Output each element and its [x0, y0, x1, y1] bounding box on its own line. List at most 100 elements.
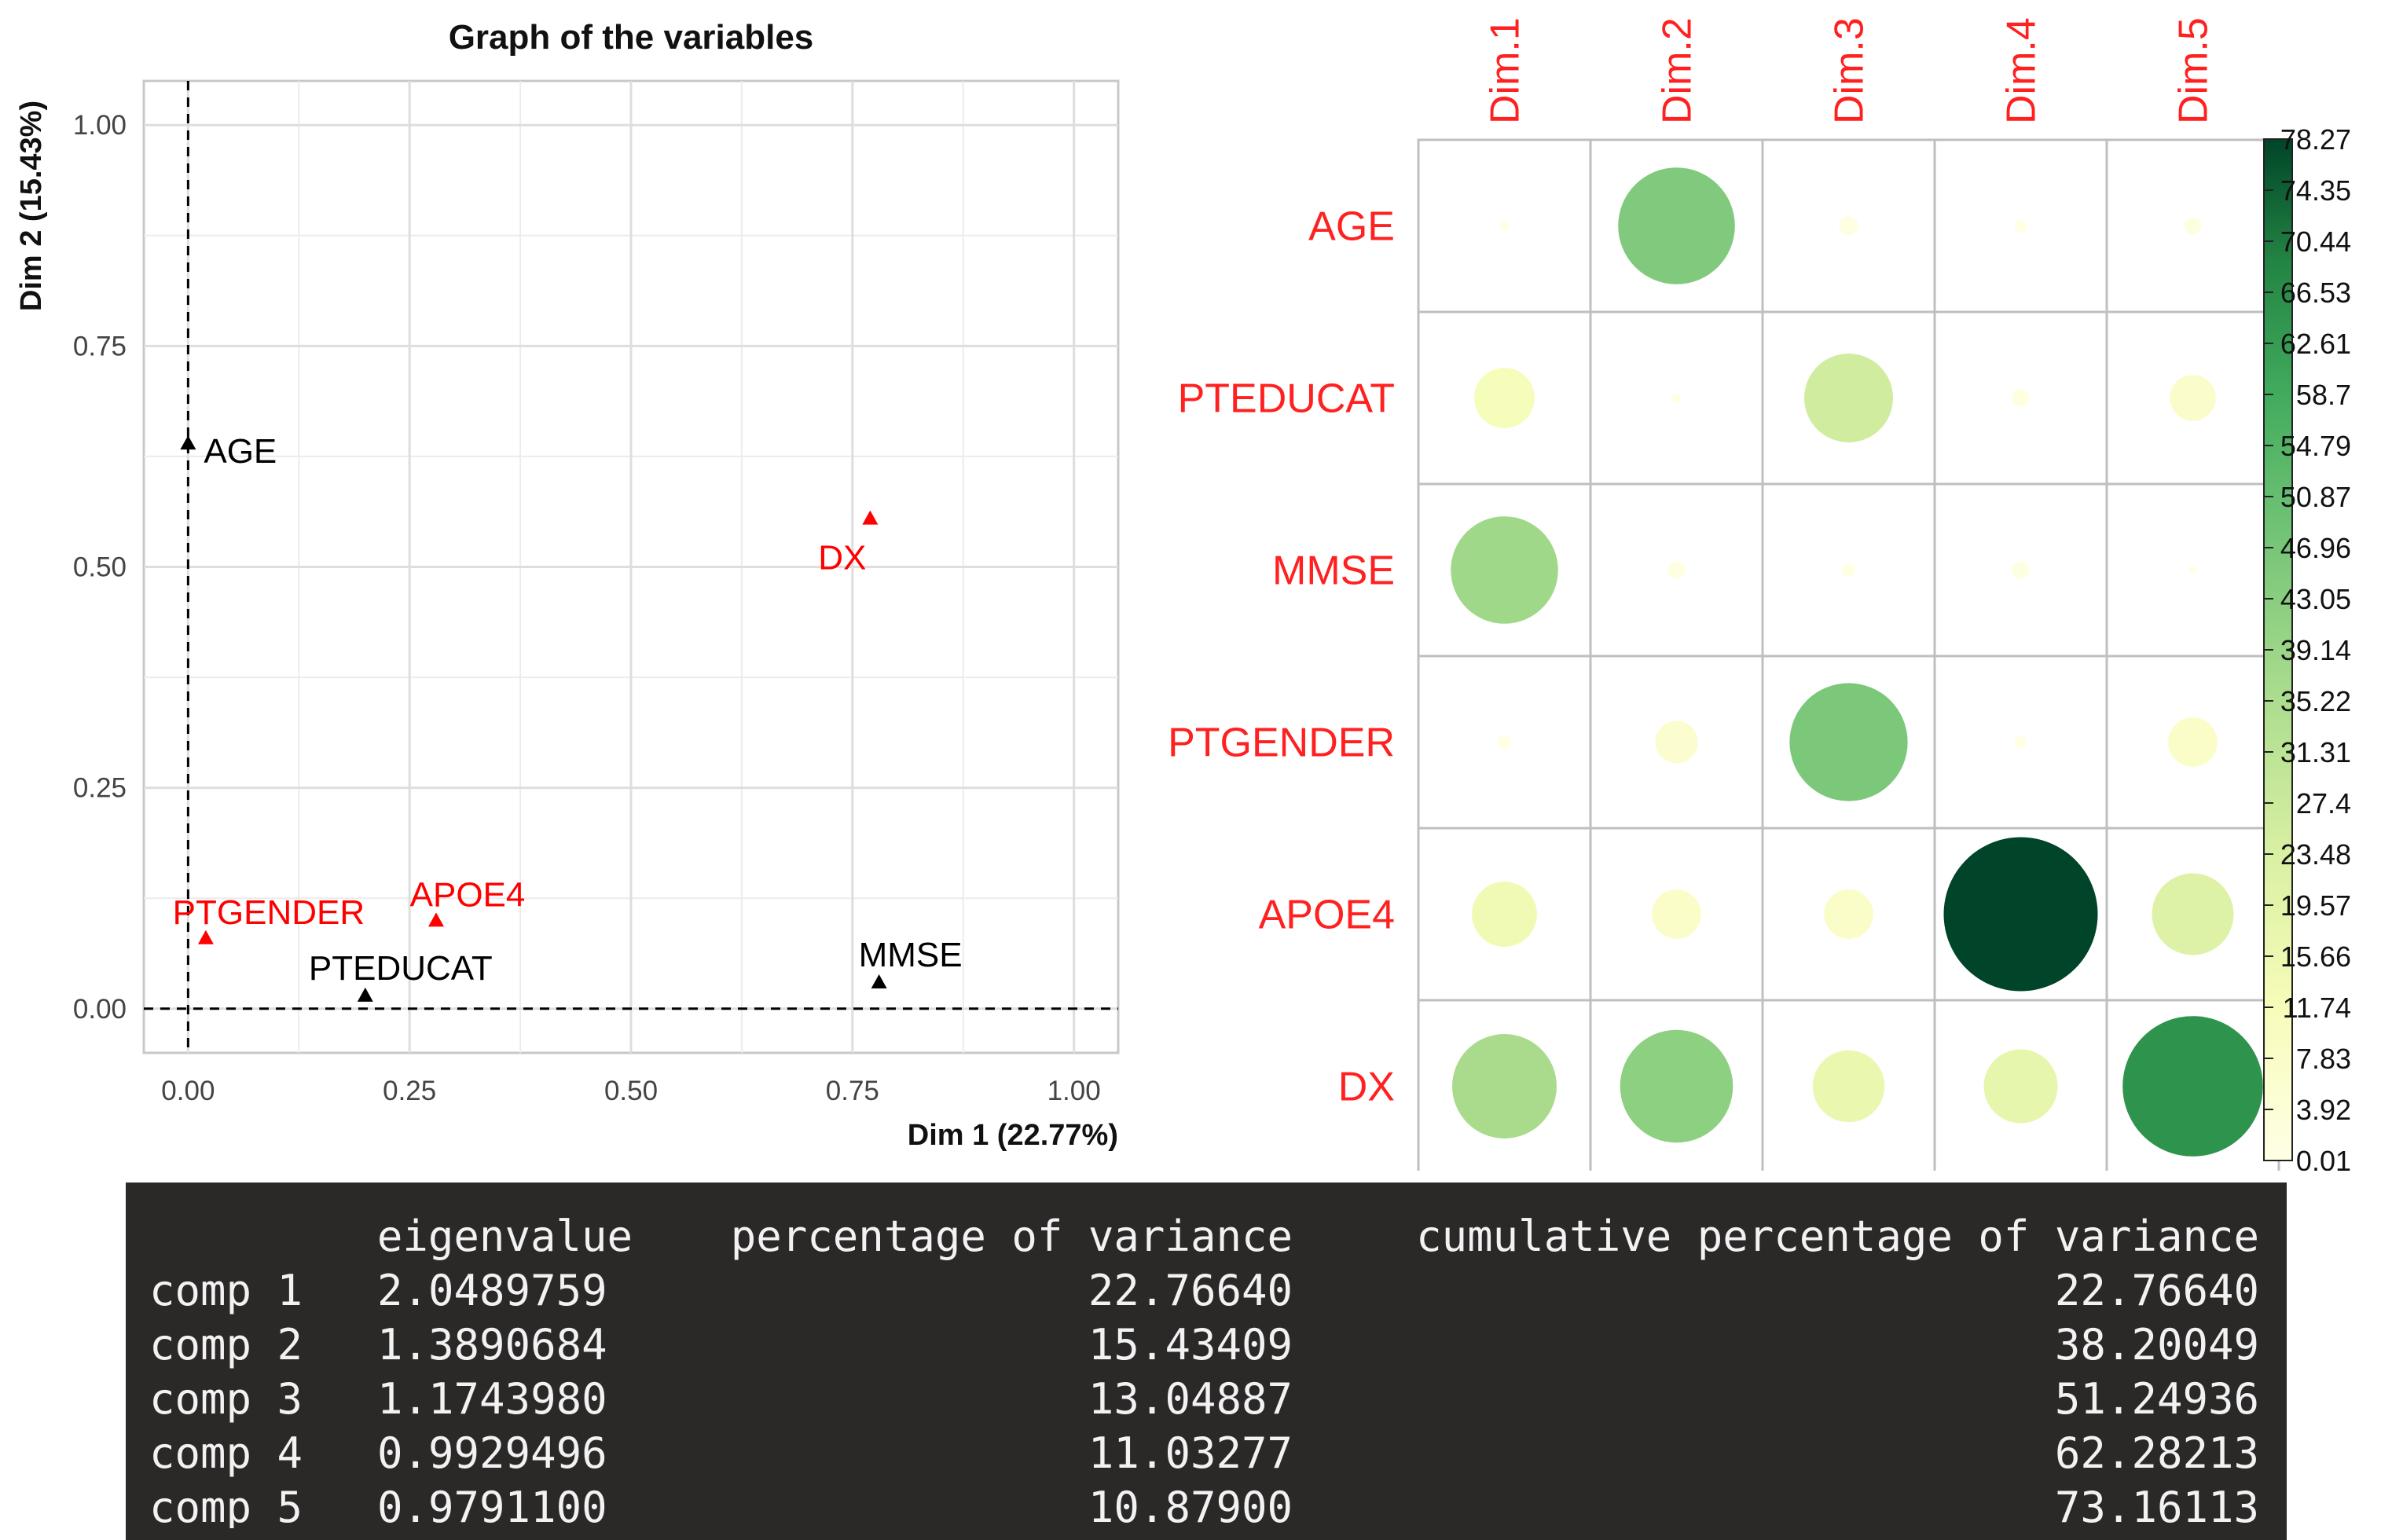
x-tick-label: 1.00 [1047, 1076, 1101, 1106]
heatmap-svg: Dim.1 Dim.2 Dim.3 Dim.4 Dim.5 AGE PTEDUCAT MMS… [1168, 17, 2351, 1177]
table-cell: 15.43409 [1088, 1320, 1293, 1370]
color-bar-tick-label: 0.01 [2296, 1145, 2351, 1171]
y-tick-labels: 0.00 0.25 0.50 0.75 1.00 [73, 110, 127, 1025]
contribution-circle [1671, 393, 1682, 403]
contribution-circle [1652, 889, 1701, 939]
point-label: APOE4 [410, 875, 526, 914]
color-bar-tick-label: 3.92 [2296, 1094, 2351, 1126]
x-tick-label: 0.25 [383, 1076, 436, 1106]
color-bar-tick-label: 58.7 [2296, 379, 2351, 411]
row-label: MMSE [1272, 548, 1395, 594]
contribution-circles [1451, 167, 2263, 1157]
y-tick-label: 1.00 [73, 110, 127, 141]
table-cell: 2.0489759 [377, 1266, 607, 1315]
column-label: Dim.3 [1827, 17, 1873, 124]
variables-scatter-chart: Graph of the variables 0.00 0.25 0.50 0.75 1… [0, 0, 1155, 1163]
table-header-cell: cumulative percentage of variance [1416, 1212, 2259, 1261]
y-tick-label: 0.75 [73, 331, 127, 361]
points: AGE DX PTGENDER APOE4 PTEDUCAT MMSE [173, 432, 963, 1002]
x-tick-label: 0.75 [826, 1076, 879, 1106]
color-bar-tick-label: 54.79 [2280, 430, 2351, 462]
contribution-circle [2012, 561, 2030, 579]
color-bar-tick-label: 39.14 [2280, 634, 2351, 666]
contribution-circle [2170, 375, 2216, 421]
color-bar-tick-label: 62.61 [2280, 328, 2351, 360]
color-bar-tick-label: 35.22 [2280, 685, 2351, 717]
point-marker [428, 912, 444, 927]
table-header-cell: eigenvalue [377, 1212, 633, 1261]
contribution-circle [1841, 563, 1856, 578]
table-cell: 10.87900 [1088, 1483, 1293, 1528]
color-bar-tick-label: 7.83 [2296, 1043, 2351, 1075]
table-cell: 11.03277 [1088, 1428, 1293, 1478]
color-bar-tick-label: 15.66 [2280, 940, 2351, 973]
color-bar-tick-label: 46.96 [2280, 532, 2351, 564]
point-label: MMSE [859, 936, 963, 974]
contribution-circle [2122, 1016, 2263, 1157]
contribution-circle [1497, 735, 1512, 750]
table-cell: 38.20049 [2055, 1320, 2259, 1370]
column-label: Dim.4 [1999, 17, 2045, 124]
row-label: PTEDUCAT [1178, 376, 1395, 422]
eigenvalue-console-output: eigenvalue percentage of variance cumulati… [126, 1182, 2287, 1540]
row-labels: AGE PTEDUCAT MMSE PTGENDER APOE4 DX [1168, 204, 1395, 1110]
y-axis-title: Dim 2 (15.43%) [15, 101, 48, 311]
console-svg: eigenvalue percentage of variance cumulati… [149, 1212, 2259, 1528]
point-marker [180, 435, 196, 450]
row-label: APOE4 [1259, 893, 1395, 938]
color-bar-tick-label: 19.57 [2280, 889, 2351, 922]
contribution-circle [1620, 1029, 1733, 1143]
color-bar-tick-label: 27.4 [2296, 787, 2351, 820]
point-label: PTEDUCAT [309, 949, 493, 988]
point-label: AGE [204, 432, 277, 471]
table-cell: 22.76640 [2055, 1266, 2259, 1315]
color-bar-tick-label: 31.31 [2280, 736, 2351, 768]
point-marker [197, 930, 214, 944]
x-axis-title: Dim 1 (22.77%) [908, 1119, 1118, 1152]
point-label: DX [818, 539, 866, 578]
x-tick-label: 0.00 [161, 1076, 215, 1106]
table-cell: 51.24936 [2055, 1374, 2259, 1424]
table-header-cell: percentage of variance [731, 1212, 1293, 1261]
x-tick-label: 0.50 [604, 1076, 658, 1106]
color-bar-tick-label: 74.35 [2280, 174, 2351, 207]
row-label-cell: comp 5 [149, 1483, 303, 1528]
heatmap-grid [1417, 138, 2280, 1174]
row-label: DX [1338, 1065, 1395, 1110]
scatter-svg: Graph of the variables 0.00 0.25 0.50 0.75 1… [15, 18, 1120, 1152]
color-bar-tick-label: 43.05 [2280, 583, 2351, 615]
color-bar-tick-label: 66.53 [2280, 277, 2351, 309]
contribution-circle [1474, 368, 1535, 428]
contribution-circle [1452, 1034, 1557, 1138]
column-label: Dim.5 [2171, 17, 2217, 124]
contribution-circle [1804, 354, 1893, 442]
contribution-circle [2188, 566, 2197, 574]
contribution-circle [1789, 683, 1908, 801]
row-label-cell: comp 1 [149, 1266, 303, 1315]
row-label-cell: comp 3 [149, 1374, 303, 1424]
y-tick-label: 0.00 [73, 994, 127, 1025]
color-bar-tick-label: 11.74 [2283, 992, 2351, 1024]
y-tick-label: 0.25 [73, 773, 127, 804]
reference-lines [144, 81, 1118, 1053]
point-marker [862, 510, 879, 525]
contribution-circle [1499, 221, 1510, 231]
table-cell: 0.9791100 [377, 1483, 607, 1528]
contribution-circle [1824, 889, 1873, 939]
color-bar-tick-label: 50.87 [2280, 481, 2351, 513]
row-label: PTGENDER [1168, 720, 1395, 766]
contribution-circle [1943, 837, 2098, 992]
column-label: Dim.2 [1655, 17, 1700, 124]
contribution-circle [1655, 720, 1698, 764]
row-label-cell: comp 2 [149, 1320, 303, 1370]
x-tick-labels: 0.00 0.25 0.50 0.75 1.00 [161, 1076, 1100, 1106]
contribution-circle [1839, 216, 1858, 236]
color-bar-tick-label: 70.44 [2280, 226, 2351, 258]
point-label: PTGENDER [173, 893, 365, 932]
column-labels: Dim.1 Dim.2 Dim.3 Dim.4 Dim.5 [1483, 17, 2217, 124]
contribution-circle [2014, 735, 2027, 749]
contribution-circle [2168, 717, 2218, 767]
contribution-circle [1667, 561, 1686, 579]
table-header: eigenvalue percentage of variance cumulati… [377, 1212, 2259, 1261]
y-tick-label: 0.50 [73, 552, 127, 583]
